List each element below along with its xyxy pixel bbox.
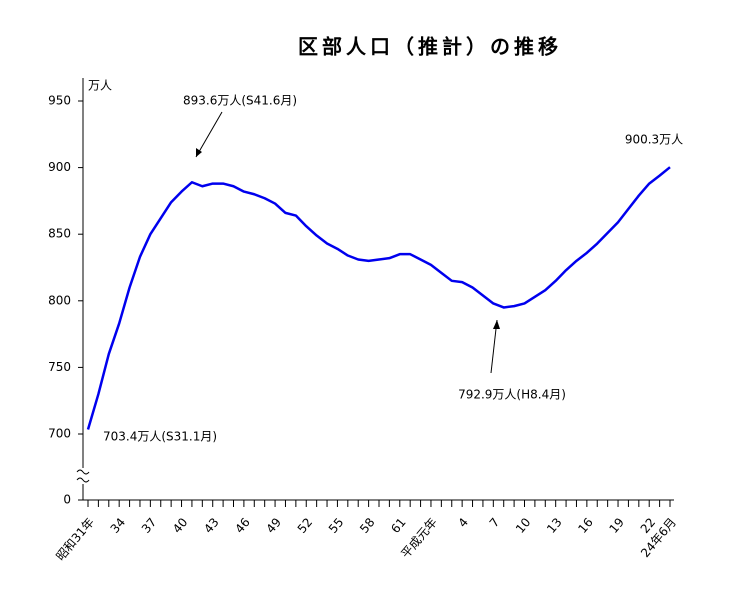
- y-tick-label: 0: [63, 493, 71, 507]
- y-tick-label: 700: [48, 427, 71, 441]
- x-tick-label: 16: [575, 515, 596, 536]
- x-tick-label: 34: [108, 515, 129, 536]
- arrow: [195, 111, 223, 158]
- x-tick-label: 46: [232, 515, 253, 536]
- chart-title: 区部人口（推計）の推移: [298, 35, 562, 59]
- arrows: [195, 111, 500, 374]
- annotation: 893.6万人(S41.6月): [183, 94, 297, 108]
- y-tick-label: 800: [48, 293, 71, 307]
- x-tick-label: 昭和31年: [53, 515, 97, 563]
- y-tick-label: 750: [48, 360, 71, 374]
- axis-break-gap: [75, 468, 91, 484]
- annotation: 900.3万人: [625, 133, 683, 147]
- arrow-head: [493, 320, 500, 329]
- annotation: 703.4万人(S31.1月): [103, 430, 217, 444]
- y-tick-label: 900: [48, 160, 71, 174]
- x-tick-label: 49: [264, 515, 285, 536]
- x-tick-label: 10: [513, 515, 534, 536]
- x-tick-label: 7: [487, 515, 503, 530]
- x-tick-label: 43: [201, 515, 222, 536]
- x-tick-label: 55: [326, 515, 347, 536]
- y-tick-label: 950: [48, 94, 71, 108]
- x-tick-label: 52: [295, 515, 316, 536]
- annotation: 792.9万人(H8.4月): [458, 388, 566, 402]
- x-tick-label: 61: [388, 515, 409, 536]
- data-line: [86, 166, 671, 430]
- arrow-head: [196, 148, 202, 157]
- x-tick-label: 58: [357, 515, 378, 536]
- x-tick-label: 4: [455, 515, 471, 530]
- y-tick-label: 850: [48, 227, 71, 241]
- x-tick-label: 37: [139, 515, 160, 536]
- axis-break: [76, 469, 90, 483]
- y-axis-unit: 万人: [88, 79, 112, 93]
- x-tick-label: 19: [606, 515, 627, 536]
- x-tick-label: 40: [170, 515, 191, 536]
- x-tick-label: 13: [544, 515, 565, 536]
